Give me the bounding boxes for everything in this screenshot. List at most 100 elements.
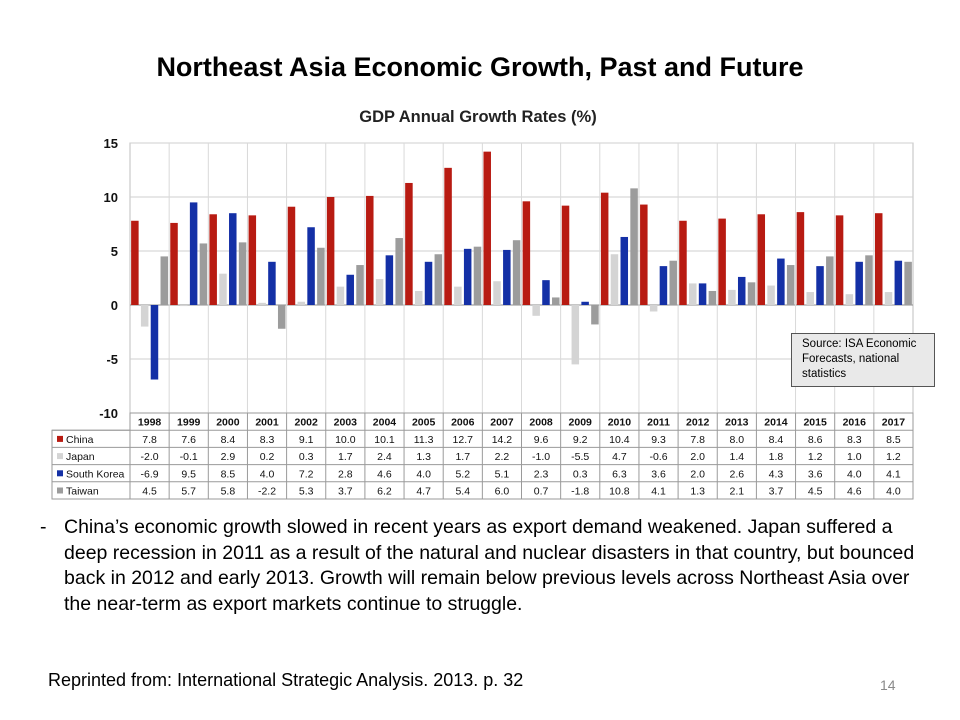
bar-south-korea	[894, 260, 903, 305]
data-label: 2.0	[690, 468, 705, 480]
data-label: 4.0	[260, 468, 275, 480]
bar-japan	[414, 290, 423, 305]
bar-taiwan	[160, 256, 169, 305]
bar-south-korea	[855, 261, 863, 305]
data-label: 1.4	[730, 451, 745, 463]
data-label: 9.3	[651, 434, 666, 446]
y-tick-label: 10	[104, 190, 118, 205]
bar-japan	[806, 292, 814, 305]
data-label: 8.5	[886, 434, 901, 446]
bar-china	[170, 222, 178, 305]
legend-entry: China	[66, 434, 94, 446]
data-label: 7.8	[142, 434, 157, 446]
data-label: 4.1	[651, 486, 666, 498]
data-label: 4.7	[416, 486, 431, 498]
data-label: -0.1	[180, 451, 198, 463]
bar-china	[209, 214, 217, 305]
y-tick-label: 15	[104, 136, 118, 151]
data-label: 3.6	[808, 468, 823, 480]
bar-china	[757, 214, 766, 305]
page-number: 14	[880, 677, 896, 693]
data-label: 8.4	[221, 434, 236, 446]
data-label: 2.0	[690, 451, 705, 463]
bar-china	[835, 215, 844, 305]
bar-japan	[571, 305, 580, 365]
bar-china	[600, 192, 609, 305]
bar-taiwan	[708, 290, 717, 305]
data-table: 1998 1999 2000 2001 2002 2003 2004 2005 2006 2007…	[51, 412, 914, 500]
bar-china	[874, 213, 883, 305]
legend-swatch	[57, 487, 63, 494]
data-label: 9.6	[534, 434, 549, 446]
bar-south-korea	[189, 202, 198, 305]
bar-south-korea	[307, 227, 315, 305]
bar-japan	[336, 286, 345, 305]
data-label: 8.3	[260, 434, 275, 446]
data-label: 7.2	[299, 468, 314, 480]
bar-taiwan	[904, 261, 912, 305]
data-label: 8.6	[808, 434, 823, 446]
bar-south-korea	[737, 276, 746, 305]
bar-japan	[728, 289, 736, 305]
bar-japan	[493, 281, 501, 305]
data-label: 10.4	[609, 434, 630, 446]
data-label: -2.0	[141, 451, 159, 463]
bar-japan	[884, 292, 893, 305]
data-label: 1.3	[416, 451, 431, 463]
legend-swatch	[57, 435, 63, 442]
data-label: 2.3	[534, 468, 549, 480]
bar-taiwan	[552, 297, 560, 305]
bar-japan	[180, 305, 188, 307]
data-label: 14.2	[492, 434, 513, 446]
bar-japan	[532, 305, 540, 316]
data-label: 5.7	[181, 486, 196, 498]
legend-entry: South Korea	[66, 468, 125, 480]
data-label: 1.7	[455, 451, 470, 463]
data-label: 4.7	[612, 451, 627, 463]
bar-china	[131, 220, 139, 305]
bar-china	[561, 205, 570, 305]
bar-taiwan	[669, 260, 677, 305]
data-label: -0.6	[649, 451, 667, 463]
data-label: 4.6	[847, 486, 862, 498]
y-tick-label: 5	[111, 244, 118, 259]
bar-south-korea	[620, 236, 629, 305]
data-label: -5.5	[571, 451, 589, 463]
data-label: 5.3	[299, 486, 314, 498]
data-label: 2.6	[730, 468, 745, 480]
bar-taiwan	[356, 265, 364, 305]
legend-entry: Japan	[66, 451, 95, 463]
x-tick-label: 2016	[843, 417, 867, 429]
data-label: 7.6	[181, 434, 196, 446]
bar-taiwan	[747, 282, 756, 305]
data-label: 10.0	[335, 434, 356, 446]
x-tick-label: 2007	[490, 417, 514, 429]
bar-south-korea	[150, 305, 159, 380]
data-label: 1.2	[808, 451, 823, 463]
bar-south-korea	[816, 266, 824, 305]
bullet-point: - China’s economic growth slowed in rece…	[40, 515, 930, 617]
bar-south-korea	[581, 301, 589, 305]
bar-taiwan	[826, 256, 834, 305]
bar-japan	[297, 301, 306, 305]
y-tick-label: 0	[111, 298, 118, 313]
bullet-dash: -	[40, 516, 47, 538]
bar-taiwan	[277, 305, 286, 329]
y-tick-label: -10	[99, 406, 118, 421]
bar-china	[679, 220, 687, 305]
data-label: 6.2	[377, 486, 392, 498]
data-label: 6.0	[495, 486, 510, 498]
legend-entry: Taiwan	[66, 486, 99, 498]
data-label: 0.3	[299, 451, 314, 463]
bar-south-korea	[229, 213, 237, 305]
bar-south-korea	[346, 274, 354, 305]
data-label: 6.3	[612, 468, 627, 480]
bar-taiwan	[473, 246, 482, 305]
x-tick-label: 2000	[216, 417, 240, 429]
data-label: 8.3	[847, 434, 862, 446]
data-label: -6.9	[141, 468, 159, 480]
data-label: 4.5	[808, 486, 823, 498]
bar-japan	[219, 273, 227, 305]
data-label: 1.2	[886, 451, 901, 463]
